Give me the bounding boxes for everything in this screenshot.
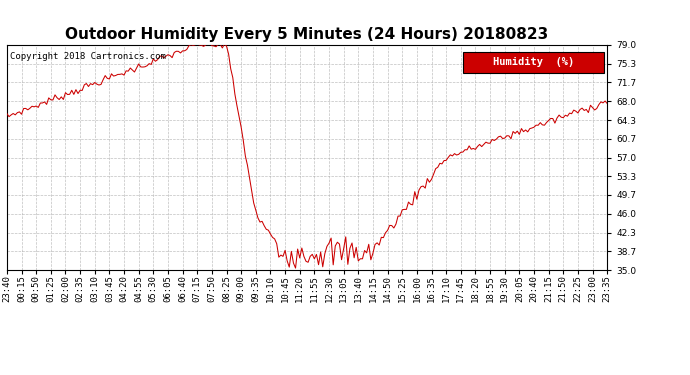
Text: Copyright 2018 Cartronics.com: Copyright 2018 Cartronics.com [10, 52, 166, 61]
Bar [463, 52, 604, 73]
Title: Outdoor Humidity Every 5 Minutes (24 Hours) 20180823: Outdoor Humidity Every 5 Minutes (24 Hou… [66, 27, 549, 42]
Text: Humidity  (%): Humidity (%) [493, 57, 574, 68]
